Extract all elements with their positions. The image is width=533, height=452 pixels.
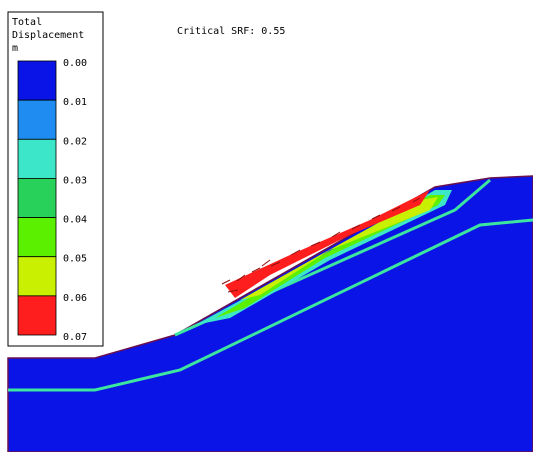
legend-title: Total (12, 17, 42, 28)
legend-label: 0.05 (63, 254, 87, 265)
legend-swatch (18, 61, 56, 100)
legend-title: m (12, 43, 18, 54)
legend-title: Displacement (12, 30, 84, 41)
legend-label: 0.04 (63, 215, 87, 226)
legend-label: 0.03 (63, 175, 87, 186)
legend-swatch (18, 296, 56, 335)
legend: Total Displacement m 0.00 0.01 0.02 0.03 0.04 0.… (12, 17, 87, 343)
scene: Critical SRF: 0.55 Total Displacement m 0.0… (0, 0, 533, 452)
legend-label: 0.01 (63, 97, 87, 108)
legend-label: 0.00 (63, 58, 87, 69)
legend-swatch (18, 218, 56, 257)
legend-label: 0.02 (63, 136, 87, 147)
legend-swatch (18, 139, 56, 178)
legend-label: 0.06 (63, 293, 87, 304)
legend-swatch (18, 257, 56, 296)
legend-swatch (18, 100, 56, 139)
annotation: Critical SRF: 0.55 (177, 26, 285, 37)
legend-swatch (18, 178, 56, 217)
legend-label: 0.07 (63, 332, 87, 343)
